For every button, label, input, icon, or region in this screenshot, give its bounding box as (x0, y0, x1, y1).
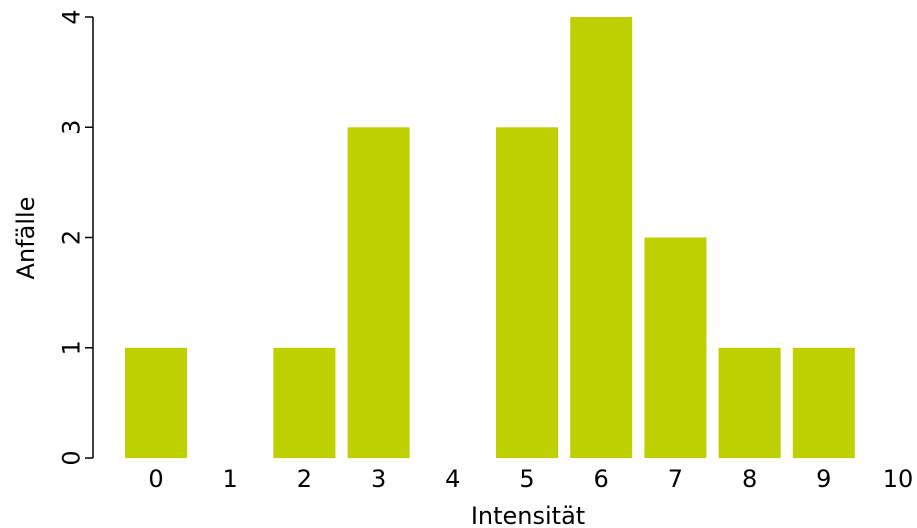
x-tick-label: 3 (371, 465, 386, 493)
x-axis-ticks: 0 1 2 3 4 5 6 7 8 9 10 (148, 465, 913, 493)
bar-7 (644, 237, 707, 458)
x-tick-label: 2 (297, 465, 312, 493)
bar-6 (570, 17, 633, 458)
bar-9 (792, 347, 855, 459)
y-tick-label: 4 (57, 9, 85, 24)
x-tick-label: 10 (883, 465, 914, 493)
x-tick-label: 7 (668, 465, 683, 493)
y-axis: 0 1 2 3 4 (57, 9, 94, 466)
bar-5 (496, 127, 558, 459)
x-tick-label: 8 (742, 465, 757, 493)
y-tick-label: 0 (57, 450, 85, 465)
bar-8 (718, 347, 781, 459)
bar-3 (347, 127, 410, 459)
x-tick-label: 0 (148, 465, 163, 493)
x-axis-label: Intensität (471, 502, 585, 528)
bar-0 (125, 347, 187, 459)
x-tick-label: 1 (223, 465, 238, 493)
y-tick-label: 3 (57, 120, 85, 135)
bars-group (125, 17, 855, 459)
x-tick-label: 4 (445, 465, 460, 493)
bar-2 (273, 347, 336, 459)
x-tick-label: 9 (816, 465, 831, 493)
y-tick-label: 1 (57, 340, 85, 355)
x-tick-label: 5 (519, 465, 534, 493)
x-tick-label: 6 (594, 465, 609, 493)
y-axis-label: Anfälle (12, 197, 40, 280)
y-tick-label: 2 (57, 230, 85, 245)
